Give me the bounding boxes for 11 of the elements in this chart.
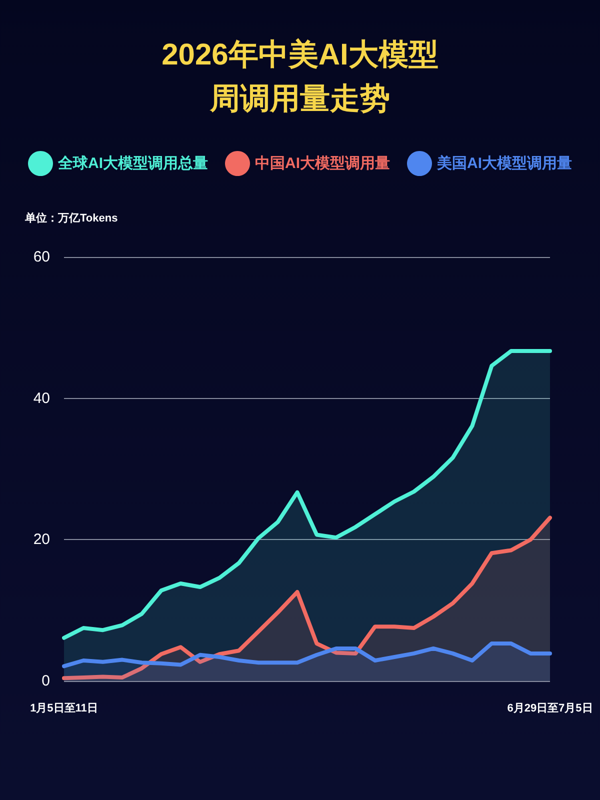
y-tick-label: 20 bbox=[33, 531, 50, 548]
legend-label: 全球AI大模型调用总量 bbox=[57, 155, 208, 172]
x-tick-label: 1月5日至11日 bbox=[30, 702, 98, 714]
y-tick-label: 60 bbox=[33, 248, 50, 266]
legend-label: 中国AI大模型调用量 bbox=[255, 155, 390, 172]
y-tick-label: 40 bbox=[33, 390, 50, 407]
y-axis-title: 单位：万亿Tokens bbox=[24, 212, 118, 224]
chart-title: 2026年中美AI大模型周调用量走势 bbox=[162, 38, 438, 116]
x-tick-label: 6月29日至7月5日 bbox=[507, 702, 593, 714]
legend-label: 美国AI大模型调用量 bbox=[436, 154, 572, 172]
y-tick-label: 0 bbox=[42, 672, 50, 690]
